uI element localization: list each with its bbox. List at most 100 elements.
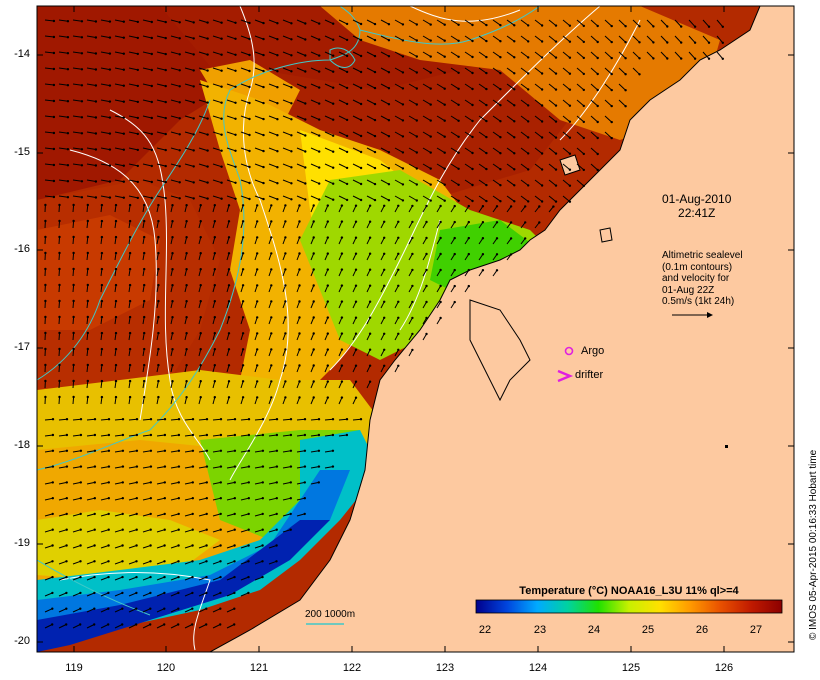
velocity-arrow-head: [100, 203, 104, 207]
velocity-arrow-head: [359, 86, 363, 90]
velocity-arrow: [450, 163, 459, 170]
velocity-arrow: [72, 67, 82, 70]
velocity-arrow-head: [318, 54, 321, 57]
velocity-arrow-head: [485, 39, 488, 43]
velocity-arrow-head: [411, 348, 414, 352]
velocity-arrow: [44, 624, 53, 629]
lat-tick-label: -15: [14, 146, 30, 158]
velocity-arrow: [114, 576, 123, 581]
velocity-arrow-head: [443, 103, 446, 106]
velocity-arrow: [114, 179, 124, 183]
lat-tick-label: -16: [14, 243, 30, 255]
velocity-arrow-head: [415, 183, 418, 186]
velocity-arrow-head: [72, 363, 75, 367]
velocity-arrow-head: [80, 52, 84, 55]
velocity-arrow-head: [51, 418, 55, 421]
velocity-arrow: [422, 147, 431, 154]
velocity-arrow-head: [368, 236, 372, 239]
velocity-arrow: [72, 131, 82, 134]
velocity-arrow: [128, 147, 138, 151]
velocity-arrow: [72, 99, 82, 102]
velocity-arrow-head: [206, 117, 209, 120]
velocity-arrow-head: [171, 220, 174, 223]
velocity-arrow: [310, 131, 320, 137]
velocity-arrow-head: [270, 316, 273, 319]
velocity-arrow-head: [191, 528, 194, 531]
velocity-arrow: [114, 51, 124, 55]
velocity-arrow-head: [495, 205, 499, 208]
velocity-arrow: [310, 99, 320, 105]
velocity-arrow-head: [114, 235, 118, 239]
velocity-arrow-head: [666, 25, 669, 28]
lon-tick-label: 124: [528, 662, 548, 674]
velocity-arrow-head: [457, 199, 460, 202]
velocity-arrow: [590, 67, 599, 75]
velocity-arrow: [450, 115, 459, 122]
velocity-arrow-head: [86, 283, 90, 287]
velocity-arrow: [114, 624, 123, 629]
velocity-arrow: [58, 179, 68, 182]
velocity-arrow: [352, 67, 362, 73]
velocity-arrow-head: [439, 252, 442, 256]
velocity-arrow-head: [499, 152, 502, 155]
velocity-arrow-head: [284, 316, 287, 319]
velocity-arrow: [436, 99, 445, 106]
credit-text: © IMOS 05-Apr-2015 00:16:33 Hobart time: [808, 449, 819, 640]
velocity-arrow-head: [270, 252, 273, 255]
velocity-arrow-head: [107, 575, 110, 579]
velocity-arrow-head: [171, 380, 174, 383]
velocity-arrow: [254, 131, 264, 136]
velocity-arrow-head: [499, 104, 502, 107]
velocity-arrow-head: [453, 204, 456, 208]
velocity-arrow-head: [453, 300, 456, 304]
velocity-arrow-head: [457, 71, 460, 75]
velocity-arrow: [184, 99, 194, 103]
velocity-arrow-head: [275, 465, 279, 468]
velocity-arrow-head: [415, 151, 418, 154]
velocity-arrow-head: [199, 204, 202, 207]
velocity-arrow: [562, 83, 571, 91]
velocity-arrow-head: [44, 347, 47, 351]
velocity-arrow-head: [354, 396, 358, 399]
velocity-arrow: [226, 147, 236, 152]
velocity-arrow-head: [143, 299, 146, 303]
velocity-arrow-head: [135, 607, 138, 610]
velocity-arrow: [128, 624, 137, 629]
velocity-arrow: [86, 466, 95, 469]
velocity-arrow: [254, 497, 263, 501]
velocity-arrow-head: [354, 236, 358, 239]
velocity-arrow-head: [540, 88, 544, 91]
velocity-arrow: [184, 67, 194, 71]
velocity-arrow-head: [122, 196, 126, 199]
velocity-arrow-head: [79, 623, 82, 626]
velocity-arrow-head: [568, 40, 572, 43]
velocity-arrow: [436, 195, 445, 202]
velocity-arrow-head: [241, 380, 245, 383]
velocity-arrow: [86, 131, 96, 134]
velocity-arrow-head: [298, 332, 301, 335]
velocity-arrow-head: [206, 53, 209, 56]
velocity-arrow-head: [289, 418, 293, 421]
velocity-arrow-head: [143, 315, 146, 319]
velocity-arrow-head: [191, 623, 194, 626]
velocity-arrow-head: [499, 136, 502, 139]
velocity-arrow: [394, 35, 404, 41]
velocity-arrow-head: [638, 41, 641, 44]
velocity-arrow-head: [122, 100, 126, 103]
velocity-arrow: [128, 51, 138, 55]
velocity-arrow-head: [527, 104, 530, 107]
velocity-arrow: [352, 83, 362, 89]
velocity-arrow-head: [80, 180, 84, 183]
velocity-arrow-head: [107, 497, 111, 500]
velocity-arrow-head: [345, 150, 349, 154]
velocity-arrow-head: [108, 116, 112, 119]
velocity-arrow-head: [290, 54, 293, 57]
velocity-arrow-head: [241, 364, 245, 367]
velocity-arrow-head: [481, 205, 485, 208]
velocity-arrow-head: [220, 21, 223, 24]
velocity-arrow: [114, 195, 124, 199]
velocity-arrow: [58, 163, 68, 166]
velocity-arrow: [156, 51, 166, 55]
velocity-arrow-head: [143, 219, 146, 223]
velocity-arrow-head: [368, 220, 372, 223]
